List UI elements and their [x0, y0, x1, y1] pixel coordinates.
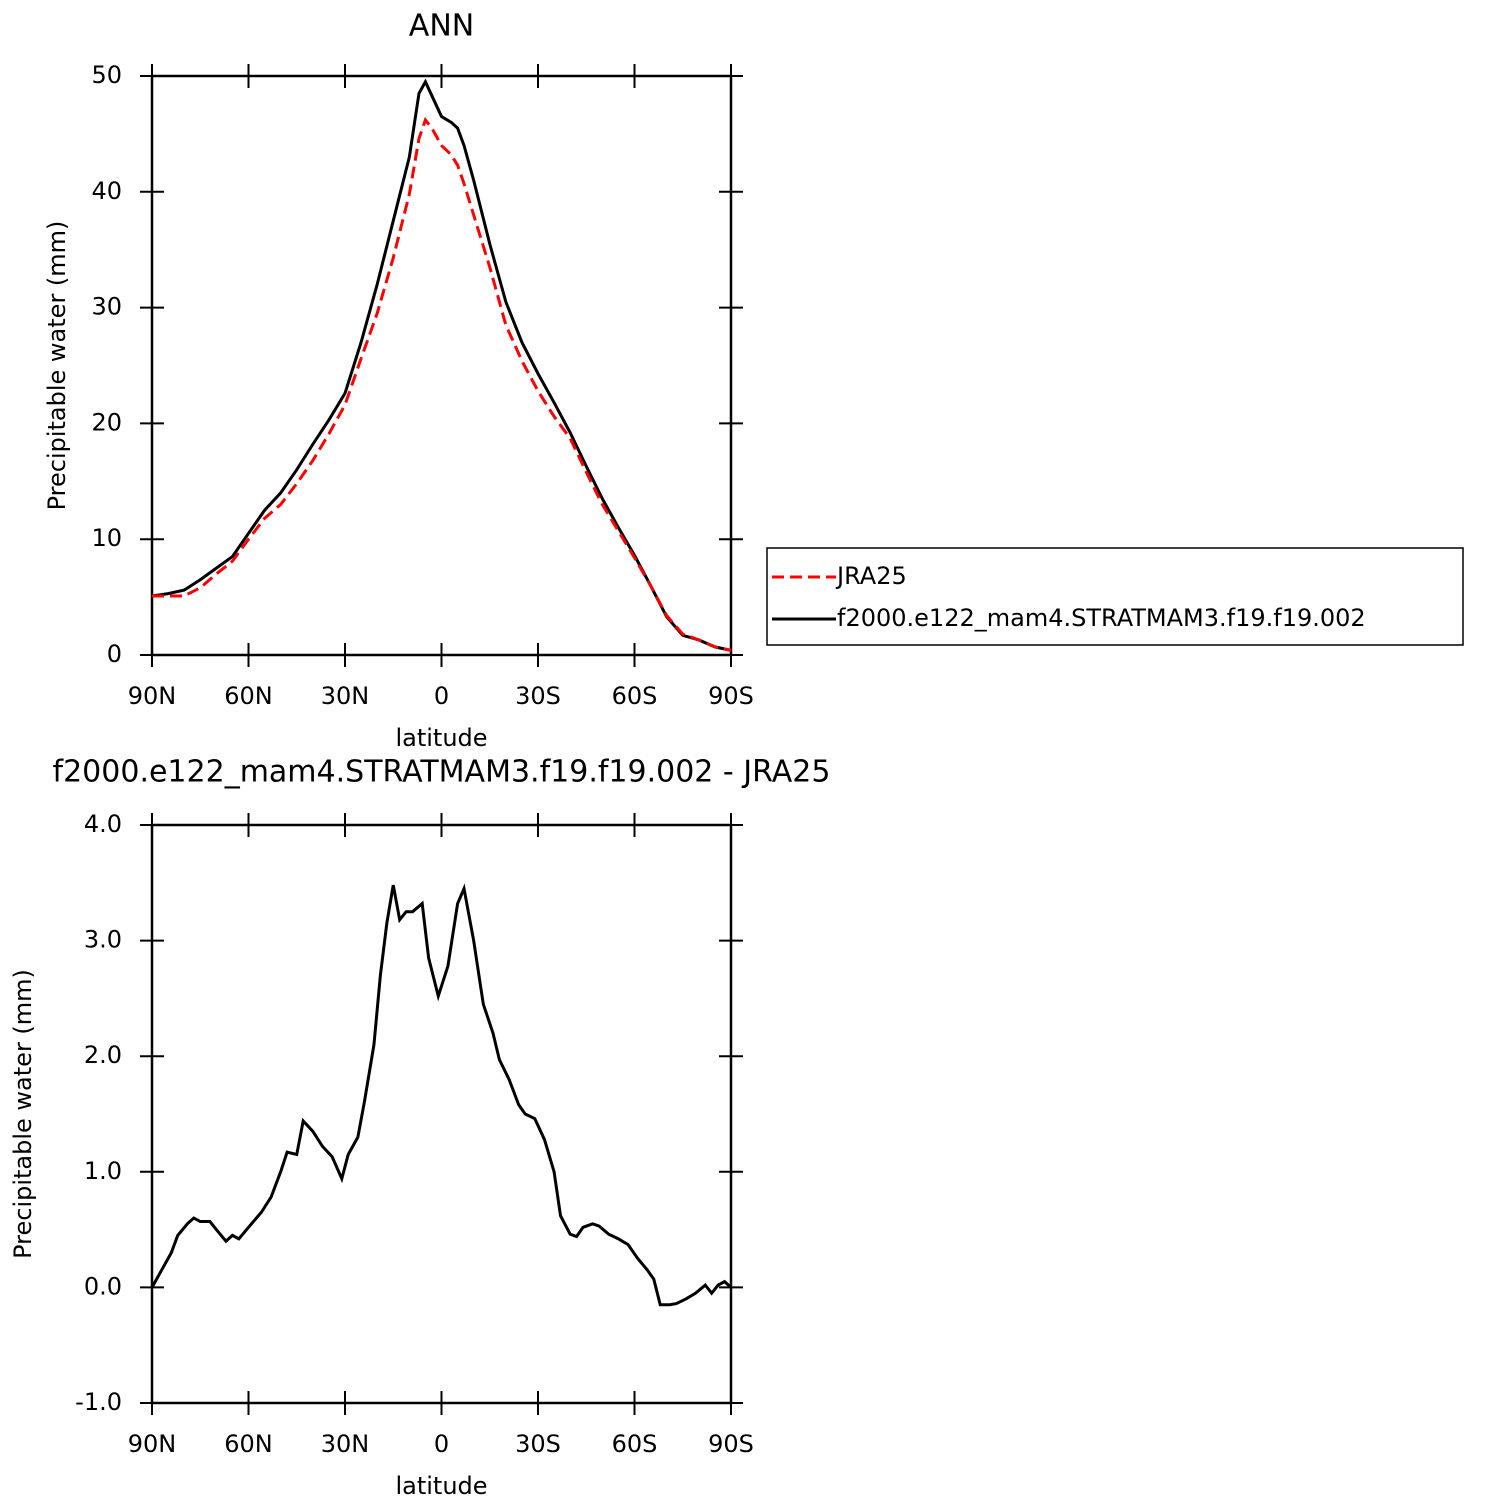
y-tick-label: 40: [91, 177, 122, 205]
x-tick-label: 60N: [224, 682, 273, 710]
x-tick-label: 90S: [708, 682, 754, 710]
data-line: [152, 116, 732, 652]
y-tick-label: 50: [91, 61, 122, 89]
plot-frame: [150, 823, 733, 1405]
x-tick-label: 90S: [708, 1430, 754, 1458]
y-tick-label: 4.0: [84, 810, 122, 838]
data-line: [150, 883, 733, 1307]
x-tick-label: 30N: [321, 1430, 370, 1458]
x-tick-label: 0: [434, 1430, 449, 1458]
data-line: [151, 78, 732, 652]
y-tick-label: -1.0: [75, 1388, 122, 1416]
x-tick-label: 60S: [612, 682, 658, 710]
y-axis-label: Precipitable water (mm): [9, 969, 37, 1259]
x-tick-label: 0: [434, 682, 449, 710]
y-axis-label: Precipitable water (mm): [43, 221, 71, 511]
y-tick-label: 0: [107, 640, 122, 668]
legend-label: f2000.e122_mam4.STRATMAM3.f19.f19.002: [837, 604, 1366, 632]
x-tick-label: 90N: [128, 1430, 177, 1458]
x-tick-label: 30N: [321, 682, 370, 710]
legend-label: JRA25: [835, 562, 907, 590]
y-tick-label: 0.0: [84, 1272, 122, 1300]
x-axis-label: latitude: [395, 724, 487, 752]
x-tick-label: 60S: [612, 1430, 658, 1458]
plot-frame: [150, 74, 733, 657]
y-tick-label: 20: [91, 408, 122, 436]
y-tick-label: 10: [91, 524, 122, 552]
chart-title: ANN: [409, 9, 474, 44]
x-tick-label: 90N: [128, 682, 177, 710]
y-tick-label: 30: [91, 293, 122, 321]
chart-title: f2000.e122_mam4.STRATMAM3.f19.f19.002 - …: [53, 755, 831, 790]
x-tick-label: 30S: [515, 682, 561, 710]
x-axis-label: latitude: [395, 1472, 487, 1500]
y-tick-label: 1.0: [84, 1157, 122, 1185]
legend-box: [766, 547, 1464, 646]
x-tick-label: 30S: [515, 1430, 561, 1458]
y-tick-label: 3.0: [84, 926, 122, 954]
y-tick-label: 2.0: [84, 1041, 122, 1069]
x-tick-label: 60N: [224, 1430, 273, 1458]
